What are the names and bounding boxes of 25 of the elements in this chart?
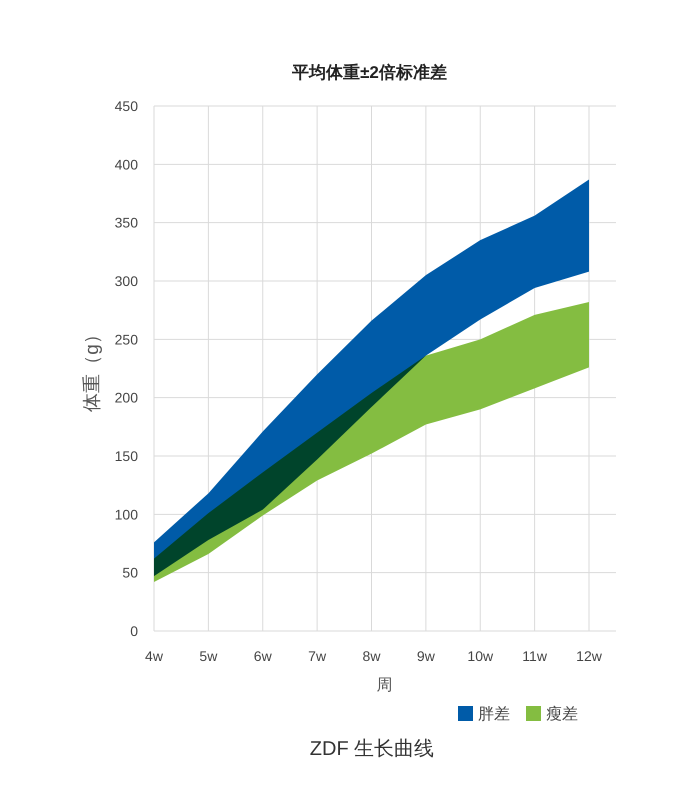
chart-title: 平均体重±2倍标准差 <box>291 63 447 82</box>
legend-label: 瘦差 <box>546 705 578 723</box>
y-tick-label: 100 <box>114 506 138 522</box>
x-tick-label: 8w <box>362 648 382 664</box>
y-tick-label: 250 <box>114 331 138 348</box>
x-axis-title: 周 <box>376 677 392 694</box>
x-tick-label: 9w <box>416 648 436 664</box>
x-tick-label: 12w <box>576 648 603 664</box>
y-tick-label: 0 <box>130 623 138 639</box>
y-tick-label: 300 <box>114 273 138 289</box>
text: ZDF 生长曲线 <box>310 738 434 760</box>
y-tick-label: 150 <box>114 448 138 464</box>
x-tick-label: 6w <box>254 648 273 664</box>
y-tick-label: 450 <box>114 98 138 114</box>
x-tick-label: 4w <box>145 648 164 664</box>
y-axis-title: 体重（g） <box>82 325 103 412</box>
y-tick-label: 350 <box>114 214 138 231</box>
y-tick-label: 50 <box>122 564 138 581</box>
x-tick-label: 7w <box>308 648 327 664</box>
x-tick-label: 11w <box>522 648 548 664</box>
x-tick-label: 5w <box>199 648 218 664</box>
x-tick-label: 10w <box>467 648 494 664</box>
legend-label: 胖差 <box>478 705 510 723</box>
y-tick-label: 400 <box>114 156 138 172</box>
y-tick-label: 200 <box>114 390 138 406</box>
